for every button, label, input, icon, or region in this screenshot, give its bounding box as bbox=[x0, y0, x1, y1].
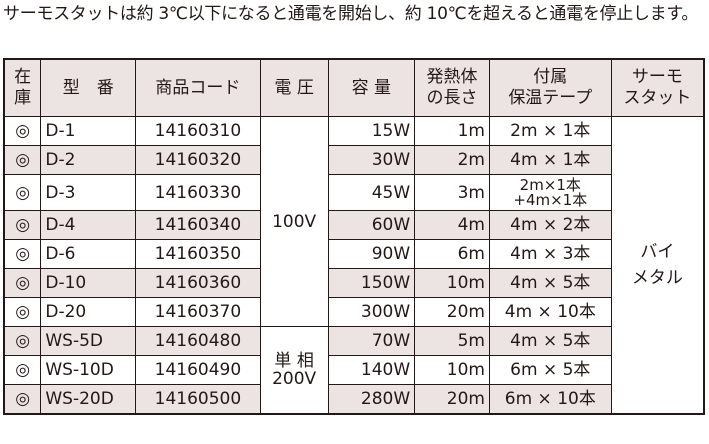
stock-cell: ◎ bbox=[3, 297, 42, 327]
stock-cell: ◎ bbox=[3, 145, 42, 175]
model-cell: D-3 bbox=[40, 174, 137, 211]
capacity-cell: 30W bbox=[327, 145, 416, 175]
code-cell: 14160350 bbox=[135, 239, 261, 269]
code-cell: 14160360 bbox=[135, 268, 261, 298]
header-capacity: 容 量 bbox=[327, 58, 416, 117]
header-code: 商品コード bbox=[135, 58, 261, 117]
length-cell: 1m bbox=[414, 116, 490, 146]
model-cell: D-4 bbox=[40, 210, 137, 240]
tape-cell: 4m × 5本 bbox=[488, 326, 612, 356]
length-cell: 10m bbox=[414, 268, 490, 298]
stock-cell: ◎ bbox=[3, 355, 42, 385]
model-cell: D-6 bbox=[40, 239, 137, 269]
table-row: ◎ D-10 14160360 150W 10m 4m × 5本 bbox=[3, 268, 704, 298]
length-cell: 2m bbox=[414, 145, 490, 175]
table-row: ◎ D-3 14160330 45W 3m 2m×1本 +4m×1本 bbox=[3, 174, 704, 211]
tape-cell: 2m × 1本 bbox=[488, 116, 612, 146]
stock-cell: ◎ bbox=[3, 116, 42, 146]
tape-cell: 6m × 5本 bbox=[488, 355, 612, 385]
tape-cell: 4m × 2本 bbox=[488, 210, 612, 240]
capacity-cell: 150W bbox=[327, 268, 416, 298]
table-row: ◎ D-20 14160370 300W 20m 4m × 10本 bbox=[3, 297, 704, 327]
header-thermostat: サーモ スタット bbox=[610, 58, 705, 117]
capacity-cell: 140W bbox=[327, 355, 416, 385]
stock-cell: ◎ bbox=[3, 268, 42, 298]
table-row: ◎ D-2 14160320 30W 2m 4m × 1本 bbox=[3, 145, 704, 175]
table-row: ◎ WS-10D 14160490 140W 10m 6m × 5本 bbox=[3, 355, 704, 385]
table-row: ◎ WS-5D 14160480 単 相 200V 70W 5m 4m × 5本 bbox=[3, 326, 704, 415]
model-cell: D-1 bbox=[40, 116, 137, 146]
table-row: ◎ D-1 14160310 100V 15W 1m 2m × 1本 バイ メタル bbox=[3, 116, 705, 415]
capacity-cell: 70W bbox=[327, 326, 416, 356]
header-tape: 付属 保温テープ bbox=[488, 58, 612, 117]
tape-cell: 4m × 10本 bbox=[488, 297, 612, 327]
length-cell: 20m bbox=[414, 297, 490, 327]
code-cell: 14160490 bbox=[135, 355, 261, 385]
code-cell: 14160310 bbox=[135, 116, 261, 146]
capacity-cell: 90W bbox=[327, 239, 416, 269]
capacity-cell: 280W bbox=[327, 384, 416, 415]
tape-cell: 6m × 10本 bbox=[488, 384, 612, 415]
length-cell: 10m bbox=[414, 355, 490, 385]
length-cell: 6m bbox=[414, 239, 490, 269]
voltage-cell: 100V bbox=[259, 116, 329, 327]
length-cell: 3m bbox=[414, 174, 490, 211]
length-cell: 4m bbox=[414, 210, 490, 240]
tape-cell: 4m × 3本 bbox=[488, 239, 612, 269]
code-cell: 14160480 bbox=[135, 326, 261, 356]
header-voltage: 電 圧 bbox=[259, 58, 329, 117]
stock-cell: ◎ bbox=[3, 239, 42, 269]
product-table: 在庫 型 番 商品コード 電 圧 容 量 発熱体 の長さ 付属 保温テープ サーモス… bbox=[3, 58, 705, 415]
code-cell: 14160320 bbox=[135, 145, 261, 175]
code-cell: 14160330 bbox=[135, 174, 261, 211]
table-row: ◎ D-6 14160350 90W 6m 4m × 3本 bbox=[3, 239, 704, 269]
intro-text: サーモスタットは約 3℃以下になると通電を開始し、約 10℃を超えると通電を停止… bbox=[3, 4, 699, 24]
header-model: 型 番 bbox=[40, 58, 137, 117]
model-cell: D-10 bbox=[40, 268, 137, 298]
capacity-cell: 60W bbox=[327, 210, 416, 240]
stock-cell: ◎ bbox=[3, 174, 42, 211]
header-row: 在庫 型 番 商品コード 電 圧 容 量 発熱体 の長さ 付属 保温テープ サーモス… bbox=[3, 58, 705, 117]
length-cell: 20m bbox=[414, 384, 490, 415]
stock-cell: ◎ bbox=[3, 210, 42, 240]
code-cell: 14160370 bbox=[135, 297, 261, 327]
header-heater-length: 発熱体 の長さ bbox=[414, 58, 490, 117]
stock-cell: ◎ bbox=[3, 326, 42, 356]
model-cell: D-2 bbox=[40, 145, 137, 175]
model-cell: WS-5D bbox=[40, 326, 137, 356]
length-cell: 5m bbox=[414, 326, 490, 356]
capacity-cell: 15W bbox=[327, 116, 416, 146]
thermostat-cell: バイ メタル bbox=[610, 116, 705, 415]
voltage-cell: 単 相 200V bbox=[259, 326, 329, 415]
code-cell: 14160500 bbox=[135, 384, 261, 415]
tape-cell: 4m × 1本 bbox=[488, 145, 612, 175]
header-stock: 在庫 bbox=[3, 58, 42, 117]
model-cell: WS-20D bbox=[40, 384, 137, 415]
model-cell: D-20 bbox=[40, 297, 137, 327]
code-cell: 14160340 bbox=[135, 210, 261, 240]
table-row: ◎ WS-20D 14160500 280W 20m 6m × 10本 bbox=[3, 384, 704, 415]
model-cell: WS-10D bbox=[40, 355, 137, 385]
tape-cell: 2m×1本 +4m×1本 bbox=[488, 174, 612, 211]
capacity-cell: 45W bbox=[327, 174, 416, 211]
capacity-cell: 300W bbox=[327, 297, 416, 327]
tape-cell: 4m × 5本 bbox=[488, 268, 612, 298]
table-row: ◎ D-4 14160340 60W 4m 4m × 2本 bbox=[3, 210, 704, 240]
stock-cell: ◎ bbox=[3, 384, 42, 415]
